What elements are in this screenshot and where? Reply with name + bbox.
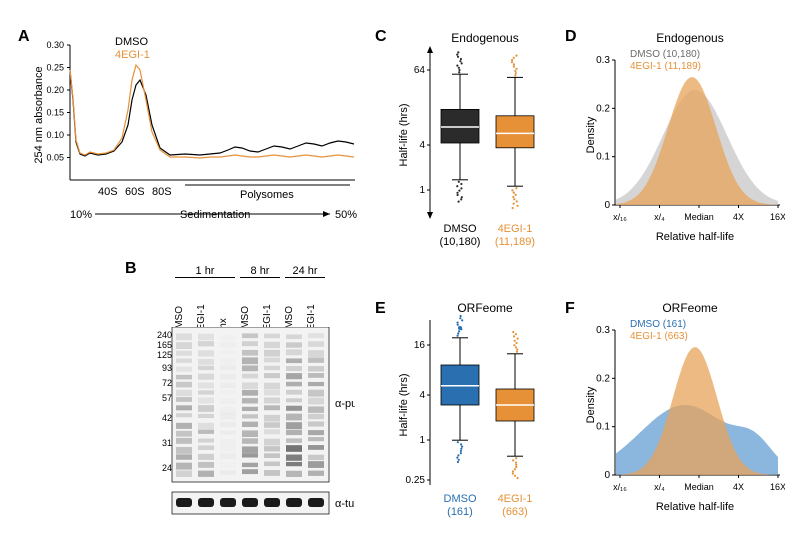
panel-f-label: F xyxy=(565,300,575,318)
svg-text:(11,189): (11,189) xyxy=(495,236,535,248)
svg-text:Median: Median xyxy=(684,212,714,222)
panel-b-label: B xyxy=(125,260,137,278)
svg-text:254 nm absorbance: 254 nm absorbance xyxy=(33,66,45,163)
svg-text:DMSO (161): DMSO (161) xyxy=(630,319,686,330)
panel-c-chart: Endogenous Half-life (hrs) 1 4 64 DMSO (10… xyxy=(395,30,560,260)
panel-e-label: E xyxy=(375,300,386,318)
panel-d-label: D xyxy=(565,28,577,46)
svg-text:x/₁₆: x/₁₆ xyxy=(613,212,627,222)
svg-text:4X: 4X xyxy=(733,482,744,492)
svg-text:(663): (663) xyxy=(502,506,528,518)
svg-text:40S: 40S xyxy=(98,186,118,198)
svg-text:Density: Density xyxy=(585,116,597,153)
svg-text:0.2: 0.2 xyxy=(596,103,610,114)
svg-text:Relative half-life: Relative half-life xyxy=(656,501,734,513)
svg-text:1: 1 xyxy=(419,435,425,446)
svg-text:x/₄: x/₄ xyxy=(654,212,665,222)
svg-text:0.1: 0.1 xyxy=(596,152,610,163)
svg-text:4X: 4X xyxy=(733,212,744,222)
svg-text:4: 4 xyxy=(419,390,425,401)
svg-text:DMSO: DMSO xyxy=(444,493,477,505)
svg-text:0.15: 0.15 xyxy=(46,108,64,118)
svg-text:Median: Median xyxy=(684,482,714,492)
svg-text:16X: 16X xyxy=(770,212,785,222)
panel-a-label: A xyxy=(18,28,30,46)
svg-text:1: 1 xyxy=(419,185,425,196)
svg-text:ORFeome: ORFeome xyxy=(662,301,718,315)
svg-text:4EGI-1: 4EGI-1 xyxy=(498,493,533,505)
svg-text:(161): (161) xyxy=(447,506,473,518)
svg-text:DMSO (10,180): DMSO (10,180) xyxy=(630,49,700,60)
svg-text:Endogenous: Endogenous xyxy=(451,31,518,45)
svg-text:16X: 16X xyxy=(770,482,785,492)
svg-text:80S: 80S xyxy=(152,186,172,198)
svg-text:0.3: 0.3 xyxy=(596,325,610,336)
svg-text:DMSO: DMSO xyxy=(444,223,477,235)
svg-text:0.3: 0.3 xyxy=(596,55,610,66)
svg-text:16: 16 xyxy=(414,340,426,351)
svg-text:0: 0 xyxy=(604,470,610,481)
panel-f-chart: ORFeome DMSO (161) 4EGI-1 (663) Density … xyxy=(580,300,785,530)
panel-a-chart: 0.05 0.10 0.15 0.20 0.25 0.30 254 nm absorban… xyxy=(30,30,360,230)
panel-c-label: C xyxy=(375,28,387,46)
svg-text:0.2: 0.2 xyxy=(596,373,610,384)
svg-text:Endogenous: Endogenous xyxy=(656,31,723,45)
svg-text:0.25: 0.25 xyxy=(406,475,426,486)
svg-text:Density: Density xyxy=(585,386,597,423)
svg-text:0.1: 0.1 xyxy=(596,422,610,433)
svg-text:4EGI-1: 4EGI-1 xyxy=(498,223,533,235)
svg-text:ORFeome: ORFeome xyxy=(457,301,513,315)
svg-text:0: 0 xyxy=(604,200,610,211)
svg-text:64: 64 xyxy=(414,65,426,76)
svg-text:10%: 10% xyxy=(70,209,92,221)
svg-text:4: 4 xyxy=(419,140,425,151)
svg-text:DMSO: DMSO xyxy=(115,36,148,48)
svg-text:x/₁₆: x/₁₆ xyxy=(613,482,627,492)
svg-text:0.05: 0.05 xyxy=(46,153,64,163)
svg-text:Relative half-life: Relative half-life xyxy=(656,231,734,243)
svg-text:0.20: 0.20 xyxy=(46,85,64,95)
svg-text:0.10: 0.10 xyxy=(46,130,64,140)
svg-text:α-tubulin: α-tubulin xyxy=(335,498,355,510)
svg-text:Sedimentation: Sedimentation xyxy=(180,209,250,221)
svg-text:(10,180): (10,180) xyxy=(440,236,481,248)
svg-text:α-puromycin: α-puromycin xyxy=(335,398,355,410)
panel-b-blot: 1 hr 8 hr 24 hr DMSO4EGI-1ChxDMSO4EGI-1D… xyxy=(140,265,355,525)
panel-d-chart: Endogenous DMSO (10,180) 4EGI-1 (11,189)… xyxy=(580,30,785,260)
svg-text:50%: 50% xyxy=(335,209,357,221)
svg-text:Polysomes: Polysomes xyxy=(240,189,294,201)
svg-text:4EGI-1 (11,189): 4EGI-1 (11,189) xyxy=(630,61,701,72)
svg-text:0.25: 0.25 xyxy=(46,63,64,73)
svg-text:Half-life (hrs): Half-life (hrs) xyxy=(398,104,410,167)
svg-text:Half-life (hrs): Half-life (hrs) xyxy=(398,374,410,437)
svg-text:0.30: 0.30 xyxy=(46,40,64,50)
panel-e-chart: ORFeome Half-life (hrs) 0.25 1 4 16 DMSO (1… xyxy=(395,300,560,530)
svg-text:4EGI-1 (663): 4EGI-1 (663) xyxy=(630,331,688,342)
svg-text:4EGI-1: 4EGI-1 xyxy=(115,49,150,61)
svg-text:x/₄: x/₄ xyxy=(654,482,665,492)
svg-text:60S: 60S xyxy=(125,186,145,198)
